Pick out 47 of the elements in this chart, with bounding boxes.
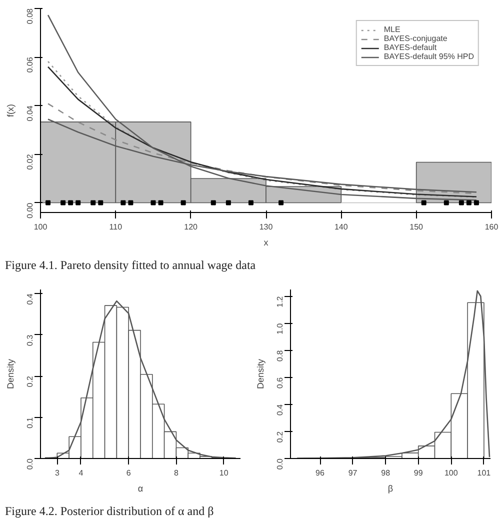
legend-label: BAYES-conjugate — [384, 34, 448, 43]
x-tick-label: 10 — [219, 468, 229, 478]
y-tick-label: 1.2 — [276, 296, 284, 308]
x-tick-label: 97 — [348, 468, 358, 478]
y-tick-label: 0.1 — [26, 416, 34, 429]
x-tick-label: 100 — [34, 222, 48, 232]
x-tick-label: 3 — [54, 468, 60, 478]
caption: Figure 4.2. Posterior distribution of α and β — [5, 503, 214, 518]
x-tick-label: 96 — [316, 468, 326, 478]
x-tick-label: 98 — [381, 468, 391, 478]
y-tick-label: 0.4 — [276, 404, 284, 416]
x-tick-label: 110 — [109, 222, 123, 232]
x-axis-title: x — [264, 238, 269, 248]
y-tick-label: 0.06 — [26, 56, 34, 73]
y-tick-label: 0.6 — [276, 376, 284, 389]
y-tick-label: 0.02 — [26, 154, 34, 170]
y-tick-label: 0.8 — [276, 350, 284, 362]
y-tick-label: 0.4 — [26, 293, 34, 305]
x-tick-label: 99 — [414, 468, 424, 478]
y-tick-label: 0.2 — [276, 431, 284, 443]
y-tick-label: 1.0 — [276, 322, 284, 335]
x-tick-label: 6 — [126, 468, 132, 478]
y-axis-title: Density — [6, 358, 16, 390]
x-axis-title: β — [388, 484, 394, 494]
x-tick-label: 150 — [410, 222, 424, 232]
x-tick-label: 130 — [259, 222, 274, 232]
legend-label: MLE — [384, 25, 402, 34]
y-tick-label: 0.0 — [276, 458, 284, 470]
caption: Figure 4.1. Pareto density fitted to annual wage data — [5, 257, 256, 274]
x-tick-label: 4 — [78, 468, 84, 478]
y-tick-label: 0.2 — [26, 376, 34, 388]
x-tick-label: 120 — [184, 222, 198, 232]
x-tick-label: 100 — [444, 468, 458, 478]
y-tick-label: 0.08 — [26, 8, 34, 24]
legend-label: BAYES-default — [384, 43, 437, 52]
x-axis-title: α — [138, 484, 144, 494]
x-tick-label: 8 — [174, 468, 179, 478]
x-tick-label: 140 — [334, 222, 348, 232]
y-axis-title: Density — [256, 358, 266, 390]
y-tick-label: 0.3 — [26, 334, 34, 346]
x-tick-label: 101 — [477, 468, 492, 478]
x-tick-label: 160 — [484, 222, 499, 232]
y-tick-label: 0.00 — [26, 202, 34, 218]
legend-label: BAYES-default 95% HPD — [384, 52, 474, 61]
y-tick-label: 0.04 — [26, 105, 34, 122]
y-axis-title: f(x) — [6, 104, 16, 117]
y-tick-label: 0.0 — [26, 458, 34, 470]
